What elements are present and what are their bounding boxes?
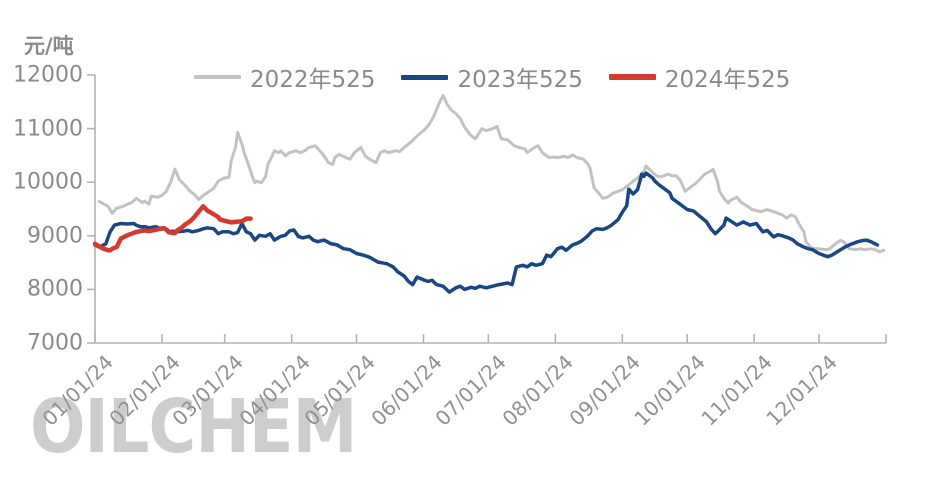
legend-label-2024: 2024年525 (664, 67, 791, 93)
legend-item-2023: 2023年525 (401, 60, 583, 94)
series-line-2022年525 (97, 93, 886, 254)
chart-legend: 2022年525 2023年525 2024年525 (194, 60, 790, 94)
legend-item-2022: 2022年525 (194, 60, 375, 94)
oilchem-watermark: OILCHEM (30, 384, 357, 470)
legend-label-2022: 2022年525 (250, 67, 376, 93)
series-line-2023年525 (93, 171, 880, 294)
series-line-2024年525 (92, 204, 253, 253)
y-axis-unit-label: 元/吨 (24, 34, 74, 58)
legend-item-2024: 2024年525 (608, 60, 791, 94)
legend-swatch-2022 (194, 75, 241, 79)
legend-swatch-2023 (401, 74, 449, 80)
legend-swatch-2024 (608, 74, 656, 80)
legend-label-2023: 2023年525 (457, 67, 583, 93)
